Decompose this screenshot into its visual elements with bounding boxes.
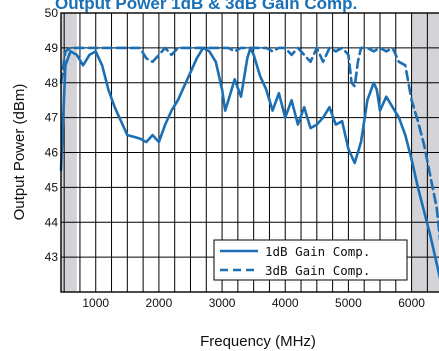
legend-box (213, 239, 408, 281)
y-tick-label: 44 (45, 215, 59, 229)
x-tick-label: 1000 (82, 296, 109, 310)
y-tick-label: 50 (45, 6, 59, 20)
x-tick-label: 4000 (272, 296, 299, 310)
y-tick-label: 49 (45, 41, 59, 55)
series-line-3db (59, 46, 439, 241)
y-tick-label: 45 (45, 180, 59, 194)
legend-label-3db: 3dB Gain Comp. (265, 263, 370, 278)
x-tick-label: 5000 (335, 296, 362, 310)
legend-label-1db: 1dB Gain Comp. (265, 244, 370, 259)
x-tick-label: 6000 (398, 296, 425, 310)
legend: 1dB Gain Comp. 3dB Gain Comp. (213, 239, 408, 281)
plot-frame (60, 12, 439, 293)
x-axis-label: Frequency (MHz) (200, 333, 316, 350)
series-layer (59, 46, 439, 279)
y-tick-label: 46 (45, 146, 59, 160)
chart-title: Output Power 1dB & 3dB Gain Comp. (55, 0, 357, 13)
x-tick-label: 2000 (146, 296, 173, 310)
y-tick-label: 43 (45, 250, 59, 264)
y-axis-label: Output Power (dBm) (11, 84, 28, 221)
y-tick-label: 47 (45, 111, 59, 125)
tick-labels: 1000 2000 3000 4000 5000 6000 43 44 45 46 47 48 49 50 (45, 6, 426, 310)
y-tick-label: 48 (45, 76, 59, 90)
x-tick-label: 3000 (209, 296, 236, 310)
